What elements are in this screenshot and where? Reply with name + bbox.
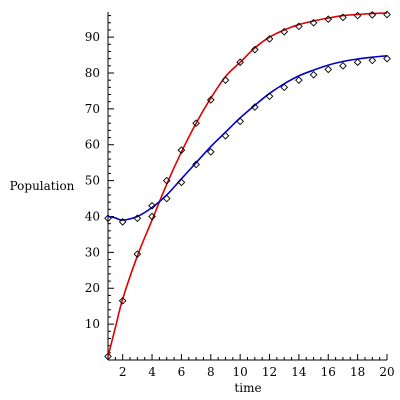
red-data-point bbox=[177, 146, 186, 154]
red-data-point bbox=[206, 96, 215, 104]
blue-data-point bbox=[324, 65, 333, 74]
red-data-point bbox=[236, 58, 244, 67]
x-tick-label: 14 bbox=[291, 365, 307, 379]
y-tick-label: 80 bbox=[85, 66, 100, 80]
y-axis-title: Population bbox=[10, 179, 75, 193]
x-tick-label: 4 bbox=[148, 365, 156, 379]
blue-data-point bbox=[353, 58, 362, 67]
red-data-point bbox=[383, 10, 391, 19]
red-data-point bbox=[339, 13, 347, 22]
y-tick-label: 90 bbox=[85, 30, 100, 44]
red-data-point bbox=[221, 76, 230, 85]
blue-data-point bbox=[280, 83, 289, 92]
x-axis-title: time bbox=[234, 381, 261, 395]
y-tick-label: 60 bbox=[85, 138, 100, 152]
red-data-point bbox=[295, 22, 303, 31]
red-data-point bbox=[353, 11, 362, 20]
blue-data-point bbox=[148, 201, 156, 210]
red-curve bbox=[107, 12, 388, 357]
y-tick-label: 50 bbox=[85, 174, 100, 188]
red-data-point bbox=[251, 45, 259, 54]
blue-data-point bbox=[309, 70, 318, 79]
blue-data-point bbox=[251, 103, 259, 111]
blue-data-point bbox=[236, 117, 244, 126]
x-tick-label: 2 bbox=[119, 365, 127, 379]
blue-data-point bbox=[104, 214, 112, 223]
axes-layer: 2 4 6 8 10 12 14 16 18 20 10 20 30 40 50 60 70 80 90 bbox=[85, 12, 395, 379]
y-tick-label: 10 bbox=[85, 317, 100, 331]
red-data-point bbox=[192, 119, 200, 128]
red-data-point bbox=[118, 296, 127, 305]
blue-curve bbox=[107, 54, 388, 221]
x-tick-label: 12 bbox=[262, 365, 277, 379]
blue-data-point bbox=[177, 178, 186, 187]
blue-data-point bbox=[162, 194, 171, 203]
blue-data-point bbox=[295, 76, 303, 85]
blue-data-point bbox=[265, 92, 274, 101]
x-tick-label: 18 bbox=[350, 365, 365, 379]
blue-data-point bbox=[221, 131, 230, 140]
red-data-point bbox=[309, 18, 318, 27]
red-data-point bbox=[148, 212, 156, 221]
blue-data-point bbox=[206, 148, 215, 156]
red-data-point bbox=[280, 27, 289, 36]
y-tick-label: 20 bbox=[85, 281, 100, 295]
x-tick-label: 10 bbox=[233, 365, 248, 379]
y-tick-label: 40 bbox=[85, 209, 100, 223]
red-data-point bbox=[104, 352, 112, 361]
x-tick-label: 20 bbox=[379, 365, 394, 379]
y-tick-label: 30 bbox=[85, 245, 100, 259]
markers-layer bbox=[104, 10, 391, 361]
y-tick-label: 70 bbox=[85, 102, 100, 116]
x-tick-label: 8 bbox=[207, 365, 215, 379]
blue-data-point bbox=[368, 56, 377, 65]
blue-data-point bbox=[192, 160, 200, 169]
red-data-point bbox=[162, 176, 171, 185]
blue-data-point bbox=[383, 54, 391, 63]
red-data-point bbox=[133, 250, 142, 259]
x-tick-label: 6 bbox=[178, 365, 186, 379]
blue-data-point bbox=[118, 218, 127, 226]
blue-data-point bbox=[339, 61, 347, 70]
red-data-point bbox=[324, 15, 333, 24]
red-data-point bbox=[265, 35, 274, 43]
red-data-point bbox=[368, 11, 377, 19]
x-tick-label: 16 bbox=[321, 365, 336, 379]
blue-data-point bbox=[133, 214, 142, 223]
